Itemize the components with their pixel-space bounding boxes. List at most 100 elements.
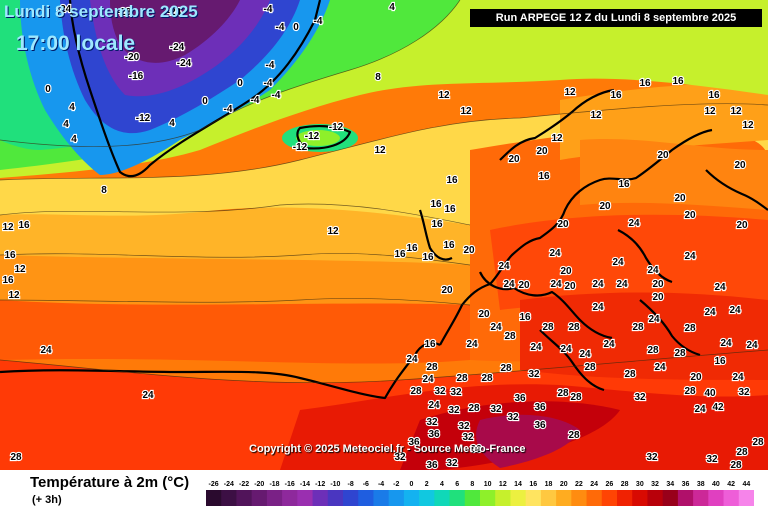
map-value-label: 16: [446, 175, 458, 186]
legend-tick-label: -10: [330, 481, 340, 488]
map-value-label: 32: [507, 412, 519, 423]
map-value-label: 24: [422, 374, 434, 385]
legend-tick-label: 20: [560, 481, 568, 488]
map-value-label: 0: [237, 78, 243, 89]
map-value-label: 36: [514, 393, 526, 404]
map-value-label: 12: [564, 87, 576, 98]
map-value-label: 28: [410, 386, 422, 397]
map-value-label: 24: [654, 362, 666, 373]
legend-swatch: [419, 490, 435, 506]
forecast-time: 17:00 locale: [16, 32, 136, 55]
map-value-label: 24: [684, 251, 696, 262]
legend-tick-label: -14: [300, 481, 310, 488]
legend-swatch: [617, 490, 633, 506]
map-value-label: 12: [14, 264, 26, 275]
map-value-label: 20: [441, 285, 453, 296]
legend-swatch: [282, 490, 298, 506]
map-value-label: 16: [639, 78, 651, 89]
legend-swatch: [206, 490, 222, 506]
map-value-label: 24: [648, 314, 660, 325]
legend-tick-label: 16: [529, 481, 537, 488]
map-value-label: 42: [712, 402, 724, 413]
map-value-label: -4: [276, 22, 285, 33]
map-value-label: 12: [438, 90, 450, 101]
map-value-label: 24: [498, 261, 510, 272]
map-value-label: -12: [136, 113, 151, 124]
map-value-label: 4: [389, 2, 395, 13]
legend-tick-label: -20: [254, 481, 264, 488]
legend-swatch: [266, 490, 283, 506]
legend-swatch: [525, 490, 542, 506]
map-value-label: 28: [426, 362, 438, 373]
map-value-label: -4: [264, 78, 273, 89]
map-value-label: 16: [2, 275, 14, 286]
map-value-label: -4: [266, 60, 275, 71]
map-value-label: 20: [508, 154, 520, 165]
map-value-label: 12: [2, 222, 14, 233]
map-value-label: 20: [478, 309, 490, 320]
map-value-label: -12: [305, 131, 320, 142]
legend-swatch: [358, 490, 374, 506]
map-value-label: 8: [375, 72, 381, 83]
map-value-label: 20: [463, 245, 475, 256]
map-value-label: 20: [674, 193, 686, 204]
map-value-label: 24: [406, 354, 418, 365]
legend-tick-label: 30: [636, 481, 644, 488]
map-value-label: 16: [406, 243, 418, 254]
legend-tick-label: 6: [455, 481, 459, 488]
legend-tick-label: -22: [239, 481, 249, 488]
map-value-label: 0: [45, 84, 51, 95]
map-value-label: 24: [714, 282, 726, 293]
legend-swatch: [586, 490, 603, 506]
map-value-label: 20: [652, 279, 664, 290]
legend-tick-label: 10: [484, 481, 492, 488]
map-value-label: 28: [10, 452, 22, 463]
map-value-label: 0: [202, 96, 208, 107]
map-value-label: 20: [560, 266, 572, 277]
map-value-label: 32: [490, 404, 502, 415]
map-value-label: -28: [117, 7, 132, 18]
legend-tick-label: 4: [440, 481, 444, 488]
map-value-label: 20: [557, 219, 569, 230]
map-value-label: 12: [742, 120, 754, 131]
map-value-label: 28: [752, 437, 764, 448]
map-value-label: 28: [684, 323, 696, 334]
legend-swatch: [449, 490, 466, 506]
map-value-label: 28: [647, 345, 659, 356]
map-value-label: 36: [408, 437, 420, 448]
map-value-label: 16: [708, 90, 720, 101]
legend-tick-label: 38: [697, 481, 705, 488]
map-value-label: -4: [314, 16, 323, 27]
legend-swatch: [708, 490, 725, 506]
color-scale: -26 -24 -22 -20 -18 -16 -14 -12 -10 -8 -6 -4 -2 0 2 4 6 8…: [206, 481, 754, 506]
copyright-notice: Copyright © 2025 Meteociel.fr - Source M…: [249, 443, 526, 455]
map-value-label: 16: [430, 199, 442, 210]
legend-swatch: [647, 490, 664, 506]
legend-tick-label: -2: [393, 481, 399, 488]
map-value-label: 40: [704, 388, 716, 399]
map-value-label: 16: [431, 219, 443, 230]
temperature-field: [0, 0, 768, 470]
map-value-label: 12: [327, 226, 339, 237]
legend-tick-label: 2: [425, 481, 429, 488]
map-value-label: 24: [428, 400, 440, 411]
map-value-label: 16: [4, 250, 16, 261]
map-value-label: 4: [69, 102, 75, 113]
map-value-label: 24: [628, 218, 640, 229]
legend-swatch: [312, 490, 329, 506]
legend-tick-label: -6: [363, 481, 369, 488]
map-value-label: 24: [732, 372, 744, 383]
map-value-label: -12: [293, 142, 308, 153]
map-value-label: 24: [560, 344, 572, 355]
map-value-label: 32: [646, 452, 658, 463]
model-run-label: Run ARPEGE 12 Z du Lundi 8 septembre 202…: [470, 9, 762, 27]
map-value-label: 24: [550, 279, 562, 290]
legend-swatch: [662, 490, 679, 506]
legend-swatch: [480, 490, 496, 506]
legend-swatch: [738, 490, 754, 506]
map-value-label: -20: [125, 52, 140, 63]
map-value-label: 20: [736, 220, 748, 231]
legend-swatch: [693, 490, 709, 506]
legend-swatch: [510, 490, 527, 506]
map-value-label: 36: [534, 420, 546, 431]
